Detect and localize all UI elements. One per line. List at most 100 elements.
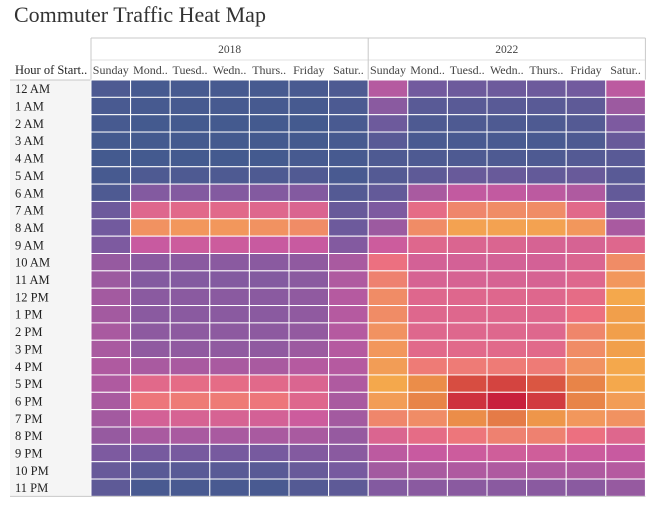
heatmap-cell [605,339,646,359]
heatmap-cell [486,357,528,376]
heatmap-cell [407,183,448,202]
heatmap-cell [90,391,132,411]
heatmap-cell [248,114,290,133]
heatmap-cell [565,166,607,185]
heatmap-cell [446,148,488,168]
heatmap-cell [90,218,132,237]
heatmap-cell [526,96,567,116]
heatmap-cell [407,322,448,341]
heatmap-cell [486,148,528,168]
heatmap-cell [407,79,448,98]
heatmap-cell [605,96,646,116]
heatmap-cell [288,391,330,411]
heatmap-cell [169,270,211,289]
heatmap-cell [328,235,369,254]
column-label: Sunday [93,63,129,77]
heatmap-cell [288,478,330,497]
heatmap-cell [565,357,607,376]
heatmap-cell [446,443,488,463]
heatmap-cell [605,148,646,168]
heatmap-cell [367,305,409,324]
heatmap-cell [486,114,528,133]
heatmap-cell [248,357,290,376]
column-label: Wedn.. [490,63,524,77]
heatmap-cell [407,443,448,463]
heatmap-cell [565,391,607,411]
heatmap-cell [169,183,211,202]
heatmap-cell [288,461,330,480]
heatmap-cell [209,339,250,359]
chart-title: Commuter Traffic Heat Map [14,2,266,27]
heatmap-cell [367,218,409,237]
heatmap-cell [486,322,528,341]
heatmap-cell [526,166,567,185]
heatmap-cell [565,235,607,254]
heatmap-cell [288,131,330,150]
heatmap-cell [130,270,171,289]
heatmap-cell [209,79,250,98]
heatmap-cell [169,322,211,341]
heatmap-cell [209,131,250,150]
heatmap-cell [526,131,567,150]
heatmap-cell [209,253,250,272]
heatmap-cell [565,339,607,359]
heatmap-cell [248,218,290,237]
heatmap-cell [130,200,171,220]
heatmap-cell [407,270,448,289]
heatmap-cell [90,200,132,220]
heatmap-cell [605,79,646,98]
heatmap-cell [486,426,528,445]
heatmap-cell [130,253,171,272]
heatmap-cell [169,461,211,480]
heatmap-cell [486,96,528,116]
heatmap-cell [90,183,132,202]
heatmap-cell [209,461,250,480]
row-label: 9 PM [15,447,42,461]
heatmap-cell [446,339,488,359]
heatmap-cell [209,357,250,376]
heatmap-cell [486,461,528,480]
heatmap-cell [288,183,330,202]
heatmap-cell [209,287,250,307]
heatmap-cell [565,200,607,220]
heatmap-cell [367,200,409,220]
heatmap-cell [367,443,409,463]
heatmap-cell [169,200,211,220]
heatmap-cell [446,200,488,220]
heatmap-cell [407,374,448,393]
heatmap-cell [407,218,448,237]
heatmap-cell [446,287,488,307]
heatmap-cell [209,148,250,168]
heatmap-cell [407,357,448,376]
heatmap-cell [169,305,211,324]
heatmap-cell [367,339,409,359]
heatmap-cell [169,478,211,497]
heatmap-cell [130,218,171,237]
heatmap-cell [407,114,448,133]
heatmap-cell [526,322,567,341]
heatmap-cell [169,391,211,411]
heatmap-cell [169,131,211,150]
heatmap-cell [130,305,171,324]
heatmap-cell [130,96,171,116]
heatmap-cell [446,426,488,445]
heatmap-cell [446,79,488,98]
heatmap-cell [446,461,488,480]
heatmap-cell [169,443,211,463]
heatmap-cell [565,114,607,133]
heatmap-cell [288,443,330,463]
heatmap-cell [130,322,171,341]
heatmap-cell [328,287,369,307]
heatmap-cell [526,443,567,463]
heatmap-cell [605,253,646,272]
heatmap-cell [407,305,448,324]
heatmap-cell [565,183,607,202]
heatmap-cell [248,461,290,480]
heatmap-cell [446,253,488,272]
heatmap-cell [605,426,646,445]
heatmap-cell [486,443,528,463]
heatmap-cell [367,478,409,497]
heatmap-cell [130,183,171,202]
heatmap-cell [526,374,567,393]
